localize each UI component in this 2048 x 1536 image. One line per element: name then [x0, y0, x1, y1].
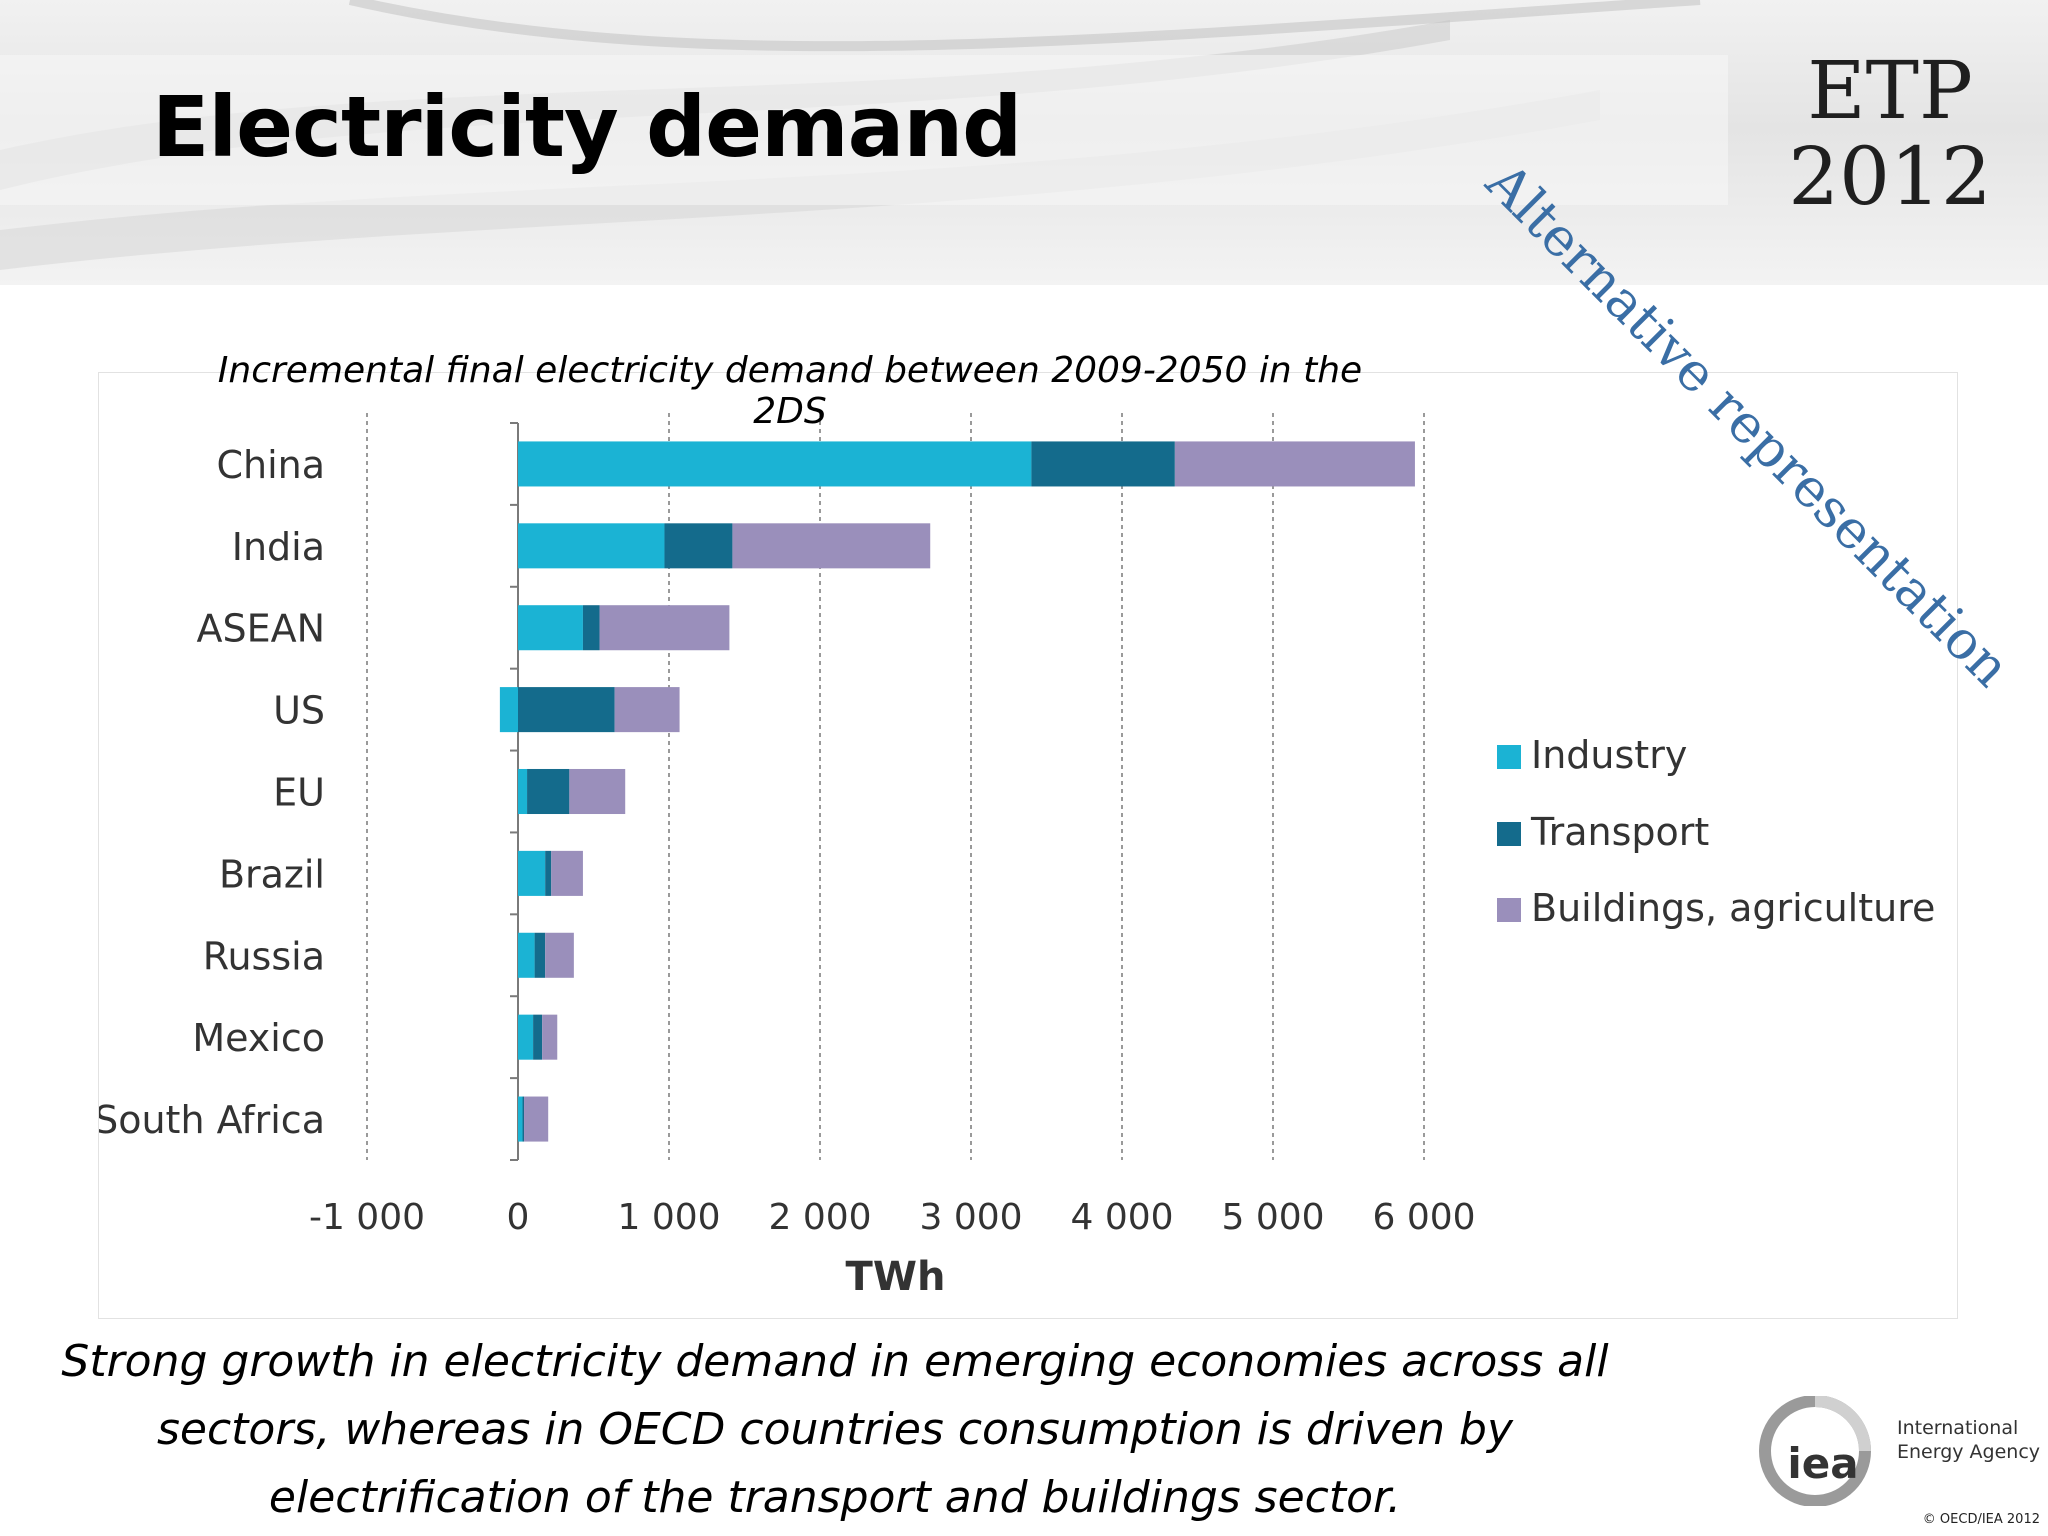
- category-label: Mexico: [192, 1016, 325, 1060]
- bar-segment: [1174, 441, 1415, 487]
- bar-segment: [518, 1014, 534, 1060]
- bar-segment: [732, 523, 931, 569]
- bar-segment: [518, 850, 546, 896]
- legend-swatch: [1497, 745, 1521, 769]
- iea-name-line1: International: [1897, 1417, 2019, 1439]
- legend-swatch: [1497, 822, 1521, 846]
- bar-segment: [542, 1014, 558, 1060]
- copyright-notice: © OECD/IEA 2012: [1922, 1512, 2040, 1527]
- legend-label: Buildings, agriculture: [1531, 886, 1935, 930]
- slide-caption: Strong growth in electricity demand in e…: [61, 1336, 1609, 1523]
- bar-segment: [527, 768, 570, 815]
- iea-logo-icon: iea: [1759, 1396, 1871, 1506]
- bar-segment: [499, 687, 518, 733]
- chart-frame: China India ASEAN US EU Brazil Russia Mexico Sou…: [98, 372, 1958, 1319]
- x-tick-label: 4 000: [1070, 1197, 1173, 1238]
- category-label: US: [273, 689, 325, 733]
- bar-segment: [614, 687, 680, 733]
- bar-segment: [518, 605, 583, 651]
- bar-segment: [522, 1096, 525, 1142]
- bar-segment: [518, 687, 615, 733]
- category-label: EU: [273, 771, 325, 815]
- x-tick-label: 2 000: [768, 1197, 871, 1238]
- bar-segment: [518, 1096, 523, 1142]
- category-label: China: [216, 443, 325, 487]
- bar-segment: [518, 768, 528, 815]
- bar-segment: [582, 605, 600, 651]
- etp-logo-line1: ETP: [1807, 44, 1973, 137]
- bar-segment: [545, 850, 552, 896]
- legend-swatch: [1497, 898, 1521, 922]
- category-label: ASEAN: [196, 607, 325, 651]
- bar-segment: [664, 523, 733, 569]
- etp-logo-line2: 2012: [1788, 130, 1992, 223]
- page-title: Electricity demand: [152, 78, 1022, 176]
- x-tick-label: 0: [507, 1197, 530, 1238]
- bar-segment: [518, 523, 665, 569]
- bar-segment: [599, 605, 730, 651]
- bar-segment: [1031, 441, 1175, 487]
- etp-2012-logo: ETP 2012: [1770, 48, 2010, 220]
- bar-segment: [533, 1014, 543, 1060]
- category-label: Brazil: [219, 852, 325, 896]
- chart-title: Incremental final electricity demand bet…: [217, 350, 1363, 432]
- category-label: India: [232, 525, 325, 569]
- header-band: [0, 0, 2048, 285]
- category-label: Russia: [203, 934, 325, 978]
- iea-mark-text: iea: [1787, 1439, 1858, 1488]
- x-tick-label: 5 000: [1221, 1197, 1324, 1238]
- bar-segment: [524, 1096, 549, 1142]
- header-decoration: [0, 0, 1728, 270]
- bar-segment: [569, 768, 626, 815]
- bar-segment: [534, 932, 546, 978]
- bar-segment: [518, 932, 535, 978]
- legend-label: Industry: [1531, 733, 1687, 777]
- category-label: South Africa: [99, 1098, 325, 1142]
- bar-segment: [545, 932, 574, 978]
- x-axis-label: TWh: [846, 1254, 946, 1300]
- x-tick-label: 6 000: [1372, 1197, 1475, 1238]
- bar-chart: China India ASEAN US EU Brazil Russia Mexico Sou…: [99, 413, 1935, 1300]
- x-tick-label: 1 000: [617, 1197, 720, 1238]
- x-tick-label: -1 000: [309, 1197, 425, 1238]
- x-tick-label: 3 000: [919, 1197, 1022, 1238]
- iea-name: International Energy Agency: [1897, 1416, 2047, 1464]
- bar-segment: [518, 441, 1032, 487]
- bar-segment: [551, 850, 583, 896]
- iea-name-line2: Energy Agency: [1897, 1441, 2041, 1463]
- legend-label: Transport: [1530, 810, 1709, 854]
